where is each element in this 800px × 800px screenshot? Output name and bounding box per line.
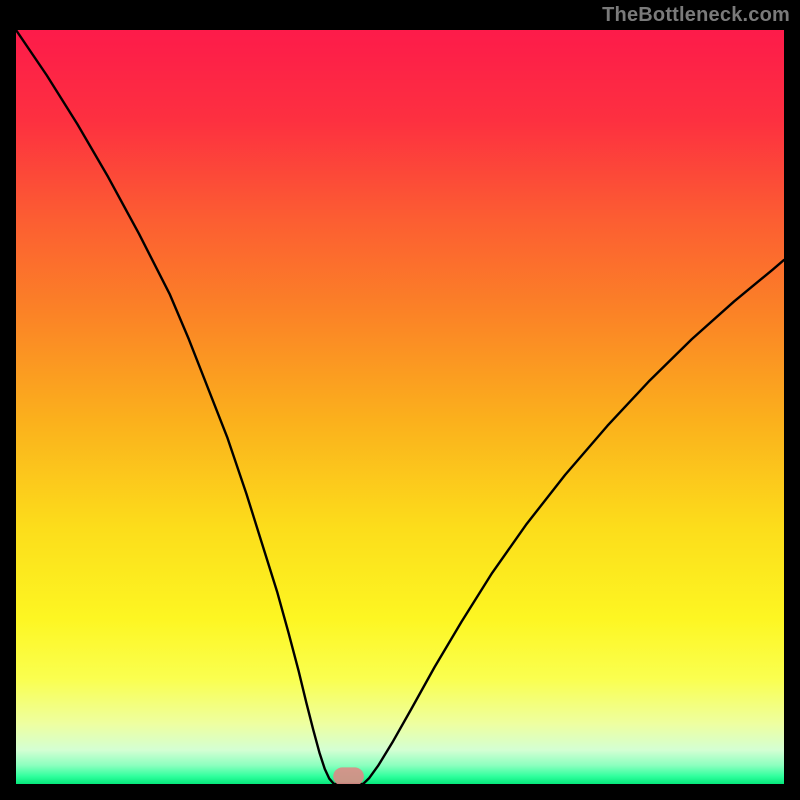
plot-svg: [16, 30, 784, 784]
outer-frame: TheBottleneck.com: [0, 0, 800, 800]
gradient-background: [16, 30, 784, 784]
dip-marker: [333, 767, 364, 784]
plot-area: [16, 30, 784, 784]
watermark-text: TheBottleneck.com: [602, 4, 790, 27]
